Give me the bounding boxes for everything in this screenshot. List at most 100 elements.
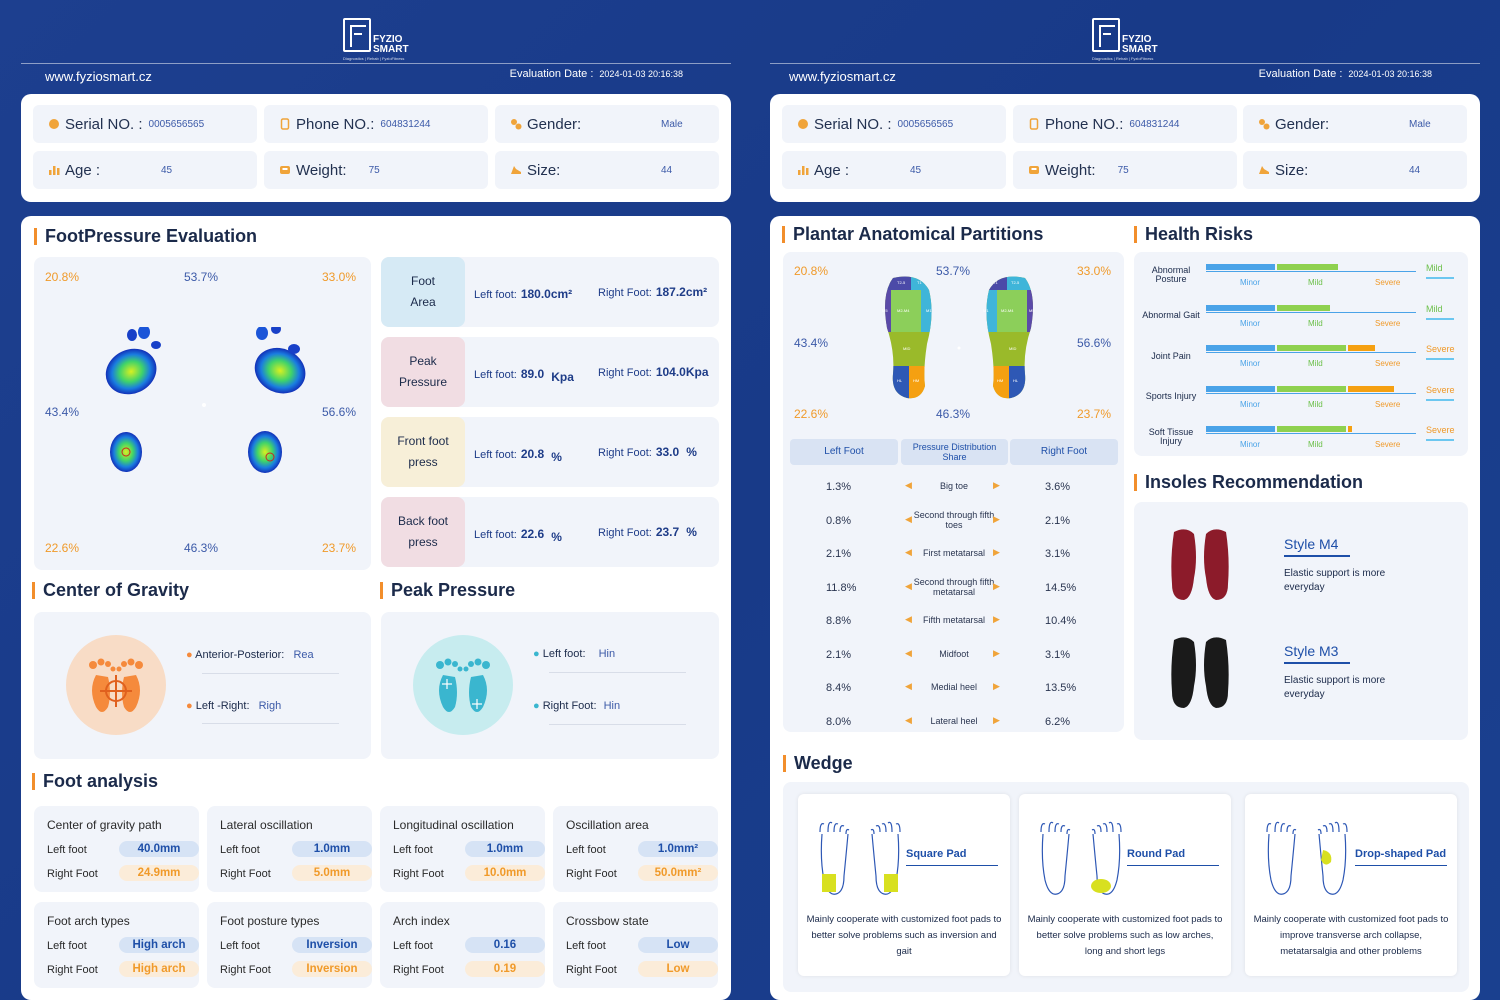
risk-bar-minor: [1206, 304, 1275, 311]
distribution-row: 1.3% ◀ Big toe ▶ 3.6%: [783, 478, 1124, 498]
left-arrow-icon: ◀: [905, 647, 912, 658]
risk-level: Severe: [1426, 384, 1455, 401]
risk-level: Mild: [1426, 303, 1454, 320]
distribution-row: 0.8% ◀ Second through fifth toes ▶ 2.1%: [783, 509, 1124, 532]
analysis-card-title: Foot posture types: [220, 914, 320, 928]
dist-left-value: 11.8%: [826, 581, 857, 594]
distribution-row: 11.8% ◀ Second through fifth metatarsal ▶ 14…: [783, 577, 1124, 599]
plantar-title: Plantar Anatomical Partitions: [782, 225, 1043, 243]
distribution-row: 8.4% ◀ Medial heel ▶ 13.5%: [783, 679, 1124, 699]
col-left-foot: Left Foot: [790, 439, 898, 465]
right-arrow-icon: ▶: [993, 480, 1000, 490]
risk-bar-mild: [1277, 345, 1346, 351]
analysis-left-value: 1.0mm: [465, 841, 545, 857]
analysis-left-value: Inversion: [292, 937, 372, 953]
right-total-pct: 56.6%: [322, 405, 357, 419]
risk-name: Soft Tissue Injury: [1142, 420, 1200, 454]
analysis-card: Crossbow state Left foot Low Right Foot Low: [553, 902, 718, 988]
analysis-card-title: Oscillation area: [566, 818, 649, 832]
wedge-card[interactable]: Square Pad Mainly cooperate with customiz…: [798, 794, 1010, 976]
risk-bar-mild: [1277, 264, 1338, 270]
analysis-title: Foot analysis: [32, 772, 158, 790]
insole-m4-image: [1171, 529, 1229, 600]
insoles-panel: Style M4 Elastic support is more everyda…: [1134, 502, 1468, 740]
peak-pressure-row: Peak Pressure Left foot: 89.0 Kpa Right Fo…: [381, 337, 719, 407]
risk-bar-severe: [1348, 345, 1375, 351]
right-arrow-icon: ▶: [993, 614, 1000, 624]
plantar-partition-diagram: T2-5 T1 M5 M2-M4 M1 MID HL HM T1 T2-5 M1 M2-M4…: [882, 276, 1035, 399]
col-distribution-share: Pressure Distribution Share: [901, 439, 1008, 465]
analysis-right-value: High arch: [119, 961, 199, 977]
risk-bar-mild: [1277, 426, 1346, 432]
zone-label-m2-m4-left: M2-M4: [897, 308, 910, 313]
wedge-desc: Mainly cooperate with customized foot pa…: [1253, 914, 1449, 957]
risk-level: Mild: [1426, 263, 1454, 279]
wedge-card[interactable]: Drop-shaped Pad Mainly cooperate with cus…: [1245, 794, 1457, 976]
distribution-row: 8.0% ◀ Lateral heel ▶ 6.2%: [783, 713, 1124, 733]
risk-level: Severe: [1426, 425, 1455, 441]
health-risk-row: Sports Injury Minor Mild Severe Severe: [1142, 379, 1472, 414]
plantar-panel: 20.8% 53.7% 33.0% 43.4% 56.6% 22.6% 46.3…: [783, 252, 1124, 732]
analysis-card: Foot posture types Left foot Inversion Righ…: [207, 902, 372, 988]
analysis-card-title: Arch index: [393, 914, 450, 928]
zone-label-m5-right: M5: [1029, 308, 1035, 313]
dist-region-name: Second through fifth toes: [913, 509, 995, 530]
right-arrow-icon: ▶: [993, 513, 1000, 524]
wedge-name[interactable]: Round Pad: [1127, 848, 1220, 866]
risk-bar-severe: [1348, 385, 1394, 392]
style-m4-label[interactable]: Style M4: [1284, 536, 1339, 552]
risk-name: Abnormal Posture: [1142, 258, 1200, 292]
dist-left-value: 2.1%: [826, 648, 852, 661]
bar-chart-icon: [49, 166, 60, 175]
risk-name: Sports Injury: [1142, 379, 1200, 414]
shoe-icon: [511, 166, 521, 174]
patient-info-panel: Serial NO. :0005656565 Phone NO.: 6048312…: [21, 94, 731, 202]
right-arrow-icon: ▶: [993, 714, 1000, 725]
analysis-right-value: Inversion: [292, 961, 372, 977]
analysis-card-title: Foot arch types: [47, 914, 130, 928]
report-page-right: FYZIO SMART Diagnostics | Rehab | FyzioFi…: [770, 0, 1480, 1000]
footpressure-title: FootPressure Evaluation: [34, 227, 257, 245]
serial-icon: [798, 119, 808, 129]
risk-bar: [1206, 385, 1416, 394]
gender-icon: [511, 119, 522, 130]
analysis-right-value: 0.19: [465, 961, 545, 977]
style-m3-desc: Elastic support is more everyday: [1284, 675, 1386, 700]
wedge-card[interactable]: Round Pad Mainly cooperate with customize…: [1019, 794, 1231, 976]
dist-right-value: 3.1%: [1045, 648, 1071, 661]
front-press-row: Front foot press Left foot: 20.8 % Right F…: [381, 417, 719, 487]
left-arrow-icon: ◀: [905, 513, 912, 524]
zone-label-mid-left: MID: [903, 346, 910, 351]
style-m3-label[interactable]: Style M3: [1284, 643, 1339, 659]
serial-icon: [49, 119, 59, 129]
analysis-left-value: High arch: [119, 937, 199, 953]
serial-field: Serial NO. :0005656565: [33, 105, 257, 143]
wedge-desc: Mainly cooperate with customized foot pa…: [806, 914, 1002, 957]
dist-right-value: 13.5%: [1045, 682, 1077, 694]
website-link-right[interactable]: www.fyziosmart.cz: [789, 69, 896, 84]
wedge-desc: Mainly cooperate with customized foot pa…: [1027, 914, 1223, 957]
evaluation-date-right: Evaluation Date :2024-01-03 20:16:38: [1258, 68, 1432, 80]
analysis-card-title: Crossbow state: [566, 914, 649, 928]
analysis-card: Oscillation area Left foot 1.0mm² Right Foo…: [553, 806, 718, 892]
dist-region-name: Midfoot: [939, 648, 969, 659]
website-link[interactable]: www.fyziosmart.cz: [45, 69, 152, 84]
peak-left-value: ● Left foot: Hin: [533, 648, 616, 660]
dist-region-name: Fifth metatarsal: [922, 615, 986, 625]
risk-bar: [1206, 304, 1416, 313]
front-left-pct: 20.8%: [45, 270, 80, 284]
zone-label-t2-5-left: T2-5: [897, 280, 906, 285]
peak-right-value: ● Right Foot: Hin: [533, 700, 621, 712]
wedge-name[interactable]: Square Pad: [906, 848, 998, 866]
distribution-row: 2.1% ◀ First metatarsal ▶ 3.1%: [783, 545, 1124, 565]
shoe-icon: [1259, 166, 1269, 174]
zone-label-m1-right: M1: [983, 308, 989, 313]
fyziosmart-logo-right: FYZIO SMART Diagnostics | Rehab | FyzioFi…: [1092, 18, 1162, 64]
analysis-left-value: 40.0mm: [119, 841, 199, 857]
risk-bar: [1206, 264, 1416, 272]
dist-right-value: 3.1%: [1045, 548, 1071, 560]
wedge-name[interactable]: Drop-shaped Pad: [1355, 848, 1448, 866]
dist-right-value: 14.5%: [1045, 581, 1077, 594]
pressure-heatmap-image: [105, 327, 306, 473]
lr-value: ● Left -Right: Righ: [186, 700, 282, 712]
